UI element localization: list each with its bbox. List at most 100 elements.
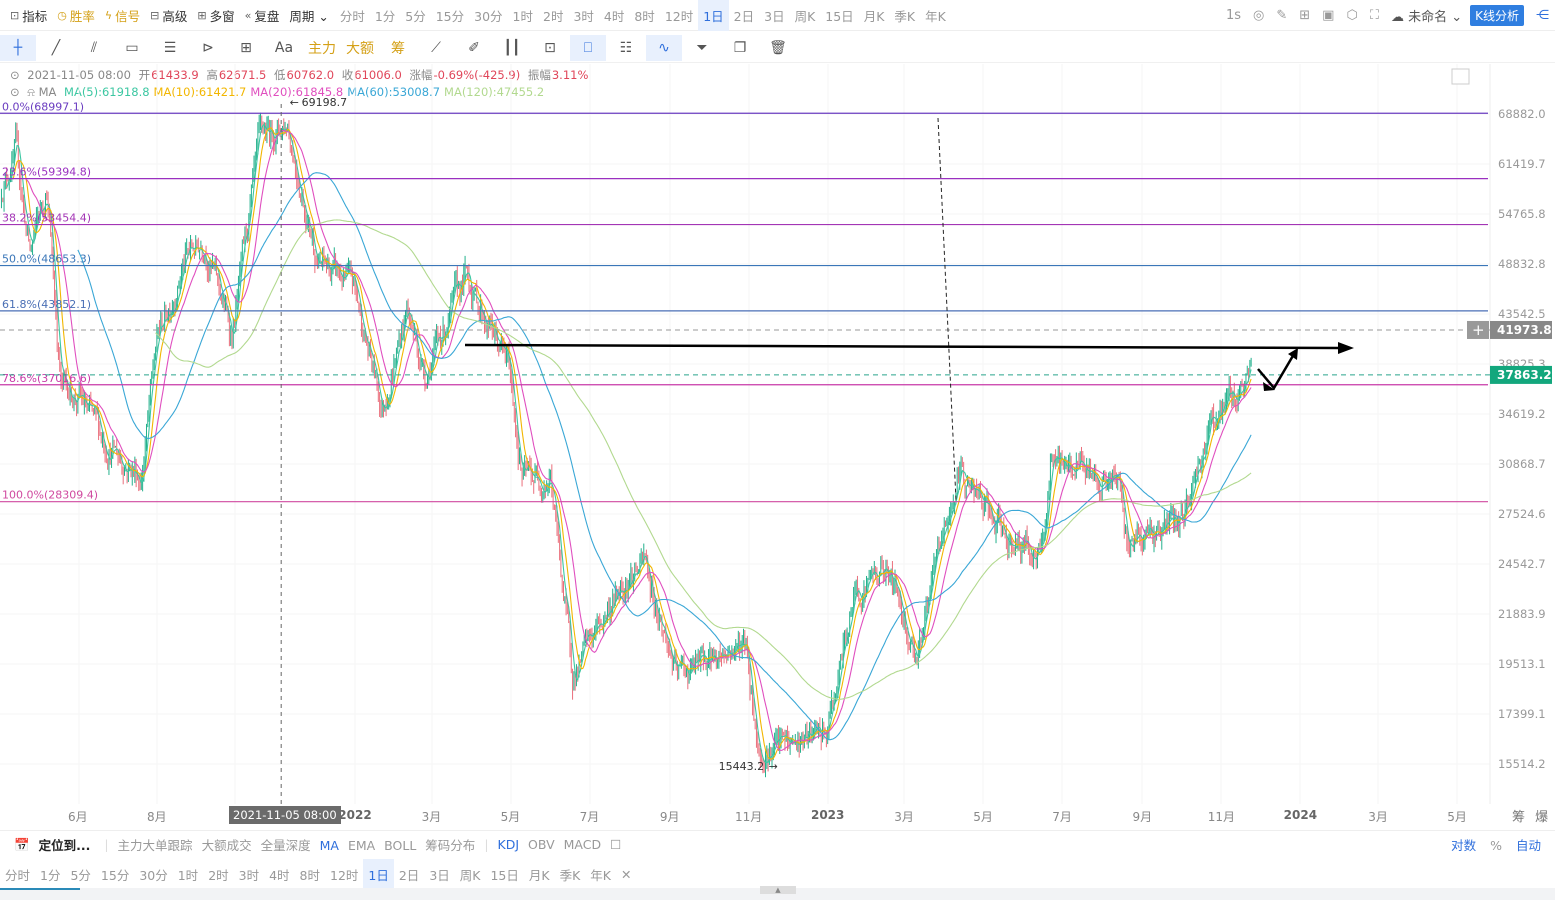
bottom-period-tab[interactable]: 2时: [208, 867, 229, 883]
line-tool-icon[interactable]: ╱: [51, 39, 61, 56]
period-tab[interactable]: 1日: [698, 0, 729, 31]
add-window-icon[interactable]: ⊞: [1299, 8, 1311, 23]
share-icon[interactable]: ⋲: [1536, 8, 1549, 23]
bottom-period-tab[interactable]: 8时: [299, 867, 320, 883]
bottom-period-tab[interactable]: 2日: [398, 867, 420, 883]
fibonacci-tool-icon[interactable]: ☰: [163, 39, 177, 56]
period-tab[interactable]: 分时: [339, 8, 365, 24]
copy-icon[interactable]: ❐: [733, 39, 747, 56]
main-force-button[interactable]: 主力: [308, 40, 336, 57]
toolbar-item[interactable]: ◷ 胜率: [57, 6, 95, 25]
scale-option[interactable]: %: [1490, 838, 1502, 853]
bookmark-icon[interactable]: ⎕: [570, 34, 606, 61]
pencil-icon[interactable]: ✎: [1276, 8, 1288, 23]
parallel-channel-icon[interactable]: ⫽: [90, 39, 98, 56]
chips-button[interactable]: 筹: [391, 40, 405, 57]
bottom-period-tab[interactable]: 1时: [177, 867, 199, 883]
close-icon[interactable]: ✕: [620, 866, 632, 882]
period-tab[interactable]: 年K: [925, 8, 946, 24]
period-tab[interactable]: 3时: [573, 8, 594, 24]
period-tab[interactable]: 15分: [435, 8, 465, 24]
bottom-period-tab[interactable]: 12时: [330, 867, 359, 883]
indicator-item[interactable]: 全量深度: [260, 838, 311, 853]
main-indicator[interactable]: BOLL: [384, 838, 417, 853]
bottom-period-tab[interactable]: 季K: [559, 867, 581, 883]
liquidation-toggle[interactable]: 爆: [1535, 810, 1549, 825]
bottom-period-tab[interactable]: 月K: [528, 867, 550, 883]
toolbar-item[interactable]: ⊞ 多窗: [197, 6, 234, 25]
crosshair-tool-icon[interactable]: ┼: [0, 34, 36, 61]
collapse-icon[interactable]: ⊙: [10, 68, 20, 82]
period-tab[interactable]: 2时: [543, 8, 564, 24]
bottom-period-tab[interactable]: 3日: [429, 867, 450, 883]
collapse-chart-icon[interactable]: [1451, 68, 1470, 85]
indicator-item[interactable]: 主力大单跟踪: [117, 838, 193, 853]
trash-icon[interactable]: 🗑: [769, 39, 787, 56]
toolbar-item[interactable]: ⊟ 高级: [150, 6, 187, 25]
period-tab[interactable]: 4时: [603, 8, 625, 24]
period-tab[interactable]: 12时: [664, 8, 694, 24]
locate-button[interactable]: 定位到...: [38, 838, 91, 853]
candlestick-chart[interactable]: 68882.061419.754765.848832.843542.538825…: [0, 64, 1555, 804]
magnet-icon[interactable]: ∿: [646, 34, 682, 61]
toolbar-item[interactable]: ϟ 信号: [105, 6, 140, 25]
add-alert-button[interactable]: [1467, 320, 1489, 339]
rectangle-tool-icon[interactable]: ▭: [125, 39, 139, 56]
toolbar-item[interactable]: ⊡ 指标: [10, 6, 47, 25]
lock-icon[interactable]: ⊡: [544, 39, 556, 56]
horizontal-arrow-line[interactable]: [464, 343, 1341, 350]
kline-analysis-button[interactable]: K线分析: [1470, 5, 1524, 26]
bottom-period-tab[interactable]: 3时: [238, 867, 260, 883]
footer-scrollbar[interactable]: ▲: [0, 886, 1555, 900]
collapse-icon[interactable]: ⊙: [10, 85, 20, 99]
bottom-period-tab[interactable]: 30分: [139, 867, 168, 883]
edit-indicators-icon[interactable]: ☐: [610, 837, 622, 852]
settings-icon[interactable]: ⬡: [1346, 8, 1358, 23]
bottom-period-tab[interactable]: 1日: [363, 858, 394, 890]
indicator-item[interactable]: 大额成交: [201, 838, 252, 853]
measure-tool-icon[interactable]: ⊞: [240, 39, 252, 56]
bottom-period-tab[interactable]: 周K: [459, 867, 481, 883]
period-tab[interactable]: 15日: [825, 8, 854, 24]
period-tab[interactable]: 季K: [894, 8, 916, 24]
text-tool[interactable]: Aa: [274, 39, 294, 56]
bottom-period-tab[interactable]: 1分: [40, 867, 61, 883]
period-tab[interactable]: 月K: [863, 8, 885, 24]
sub-indicator[interactable]: KDJ: [497, 837, 520, 852]
main-indicator[interactable]: 筹码分布: [425, 838, 476, 853]
ruler-icon[interactable]: ⟋: [431, 39, 441, 56]
period-tab[interactable]: 1分: [374, 8, 396, 24]
period-tab[interactable]: 1时: [512, 8, 533, 24]
period-tab[interactable]: 2日: [733, 8, 755, 24]
dashed-trend-line[interactable]: [937, 117, 957, 501]
period-tab[interactable]: 3日: [764, 8, 785, 24]
bottom-period-tab[interactable]: 4时: [269, 867, 290, 883]
calendar-icon[interactable]: 📅: [14, 836, 30, 852]
period-tab[interactable]: 周K: [794, 8, 816, 24]
large-order-button[interactable]: 大额: [346, 40, 374, 57]
scale-option[interactable]: 自动: [1515, 838, 1541, 853]
bottom-period-tab[interactable]: 年K: [590, 867, 611, 883]
main-indicator[interactable]: EMA: [347, 838, 376, 853]
sub-indicator[interactable]: MACD: [563, 837, 602, 852]
workspace-select[interactable]: ☁ 未命名 ⌄: [1390, 10, 1463, 25]
period-tab[interactable]: 30分: [474, 8, 503, 24]
camera-icon[interactable]: ◎: [1253, 8, 1265, 23]
pattern-tool-icon[interactable]: ⊳: [202, 39, 214, 56]
main-indicator[interactable]: MA: [319, 838, 339, 853]
sub-indicator[interactable]: OBV: [528, 837, 555, 852]
brush-icon[interactable]: ✐: [468, 39, 480, 56]
expand-panel-icon[interactable]: ▲: [760, 886, 796, 894]
bottom-period-tab[interactable]: 15日: [490, 867, 519, 883]
filter-icon[interactable]: ⏷: [696, 39, 708, 56]
projection-arrow[interactable]: [1257, 353, 1296, 391]
chips-toggle[interactable]: 筹: [1512, 810, 1526, 825]
scale-option[interactable]: 对数: [1451, 838, 1477, 853]
refresh-interval[interactable]: 1s: [1225, 8, 1242, 23]
candles-icon[interactable]: ┃┃: [503, 39, 521, 56]
bottom-period-tab[interactable]: 15分: [100, 867, 130, 883]
period-tab[interactable]: 8时: [634, 8, 655, 24]
bell-icon[interactable]: ⍾: [27, 85, 35, 99]
bottom-period-tab[interactable]: 5分: [70, 867, 91, 883]
toolbar-item[interactable]: «复盘: [245, 6, 280, 25]
